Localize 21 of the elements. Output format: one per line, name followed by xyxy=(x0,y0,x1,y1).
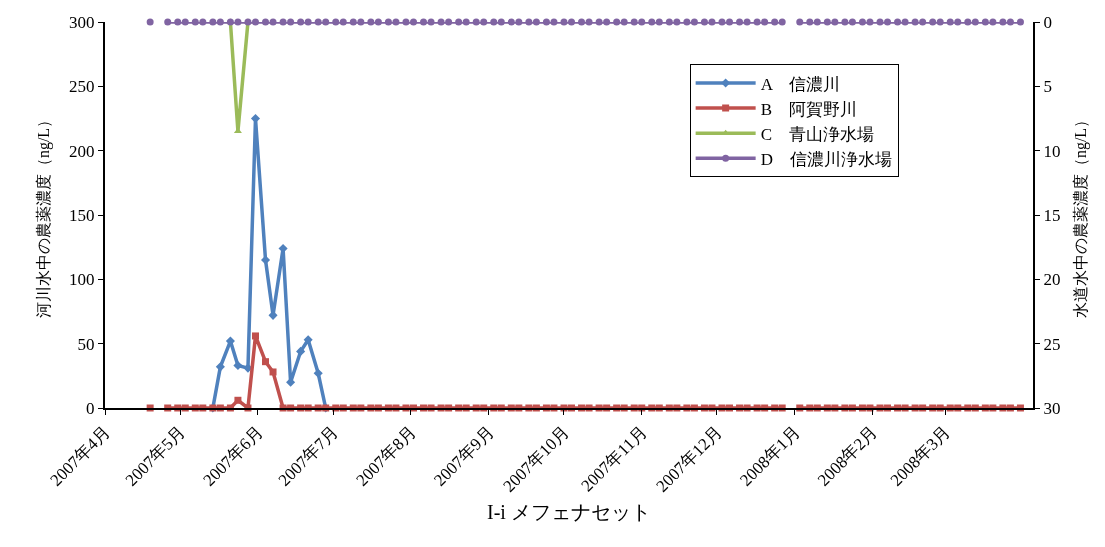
y2-tick-label: 15 xyxy=(1043,205,1061,225)
y-tick-label: 150 xyxy=(69,205,95,225)
legend-label: B 阿賀野川 xyxy=(760,99,857,119)
legend-label: A 信濃川 xyxy=(760,74,840,94)
y2-tick-label: 20 xyxy=(1043,270,1061,290)
y2-axis-title: 水道水中の農薬濃度（ng/L） xyxy=(1071,111,1090,319)
y2-tick-label: 25 xyxy=(1043,334,1061,354)
y2-tick-label: 0 xyxy=(1043,12,1052,32)
y2-tick-label: 30 xyxy=(1043,398,1061,418)
y-tick-label: 200 xyxy=(69,141,95,161)
y-axis-title: 河川水中の農薬濃度（ng/L） xyxy=(35,111,54,319)
y2-tick-label: 10 xyxy=(1043,141,1061,161)
y-tick-label: 300 xyxy=(69,12,95,32)
x-axis-title: I-i メフェナセット xyxy=(487,500,651,523)
legend-label: C 青山浄水場 xyxy=(760,124,874,144)
legend-label: D 信濃川浄水場 xyxy=(760,149,892,169)
y2-tick-label: 5 xyxy=(1043,77,1052,97)
y-tick-label: 100 xyxy=(69,270,95,290)
y-tick-label: 0 xyxy=(86,398,95,418)
y-tick-label: 250 xyxy=(69,77,95,97)
y-tick-label: 50 xyxy=(77,334,95,354)
